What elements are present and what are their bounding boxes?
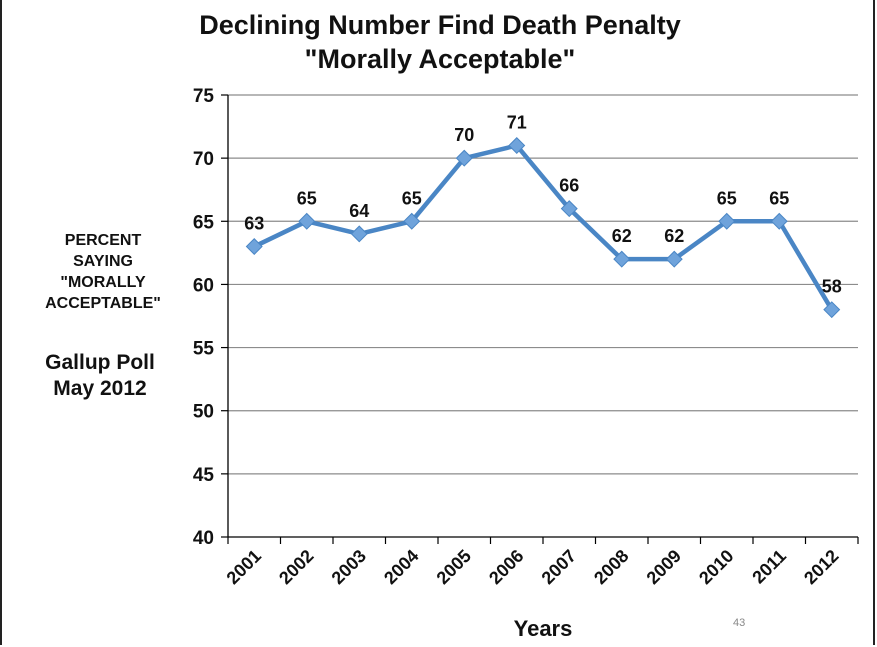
y-tick-label: 65	[193, 212, 215, 233]
source-line-2: May 2012	[53, 377, 147, 400]
data-point-marker	[298, 212, 316, 230]
series-line	[252, 143, 834, 312]
data-point-marker	[823, 301, 841, 319]
y-axis-label-line: SAYING	[73, 253, 133, 270]
y-tick-label: 60	[193, 275, 214, 296]
x-axis-title: Years	[514, 616, 573, 641]
x-tick-label: 2011	[748, 546, 790, 588]
y-axis-label-line: ACCEPTABLE"	[45, 295, 161, 312]
chart-title: Declining Number Find Death Penalty "Mor…	[160, 8, 720, 76]
page-number: 43	[733, 617, 746, 629]
data-point-marker	[718, 212, 736, 230]
source-note: Gallup Poll May 2012	[20, 350, 180, 402]
y-axis-label: PERCENT SAYING "MORALLY ACCEPTABLE"	[28, 230, 178, 314]
y-tick-label: 75	[193, 86, 215, 107]
data-point-marker	[455, 149, 473, 167]
x-tick-label: 2004	[380, 546, 422, 588]
data-label: 58	[822, 277, 842, 297]
x-tick-label: 2012	[800, 546, 842, 588]
data-label: 63	[244, 214, 264, 234]
data-point-marker	[770, 212, 788, 230]
y-tick-label: 45	[193, 465, 215, 486]
x-tick-label: 2001	[223, 546, 265, 588]
x-tick-label: 2009	[643, 546, 685, 588]
data-label: 65	[297, 188, 317, 208]
data-point-marker	[403, 212, 421, 230]
data-point-marker	[350, 225, 368, 243]
y-tick-label: 70	[193, 149, 214, 170]
y-tick-label: 40	[193, 528, 214, 549]
data-label: 65	[402, 188, 422, 208]
x-tick-label: 2007	[538, 546, 580, 588]
chart-title-line-1: Declining Number Find Death Penalty	[199, 10, 681, 40]
x-tick-label: 2010	[695, 546, 737, 588]
data-point-marker	[245, 238, 263, 256]
x-tick-label: 2005	[433, 546, 475, 588]
x-tick-label: 2002	[275, 546, 317, 588]
data-label: 66	[559, 176, 579, 196]
chart-title-line-2: "Morally Acceptable"	[304, 44, 576, 74]
data-label: 62	[612, 226, 632, 246]
data-label: 64	[349, 201, 369, 221]
data-label: 65	[769, 188, 789, 208]
y-axis-label-line: PERCENT	[64, 232, 142, 249]
x-tick-label: 2008	[590, 546, 632, 588]
y-tick-label: 55	[193, 339, 215, 360]
data-label: 62	[664, 226, 684, 246]
x-tick-label: 2003	[328, 546, 370, 588]
data-point-marker	[613, 250, 631, 268]
data-label: 70	[454, 125, 474, 145]
data-label: 71	[507, 113, 527, 133]
data-point-marker	[560, 200, 578, 218]
y-axis-label-line: "MORALLY	[60, 274, 146, 291]
data-point-marker	[508, 137, 526, 154]
y-tick-label: 50	[193, 402, 214, 423]
x-tick-label: 2006	[485, 546, 527, 588]
data-point-marker	[665, 250, 683, 268]
data-label: 65	[717, 188, 737, 208]
source-line-1: Gallup Poll	[45, 351, 155, 374]
